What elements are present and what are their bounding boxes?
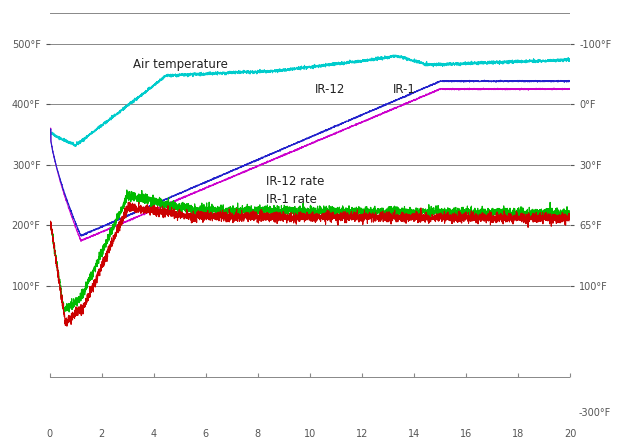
- Text: Air temperature: Air temperature: [133, 58, 228, 71]
- Text: -300°F: -300°F: [578, 408, 611, 418]
- Text: IR-1 rate: IR-1 rate: [266, 193, 317, 206]
- Text: IR-12: IR-12: [315, 83, 345, 96]
- Text: IR-12 rate: IR-12 rate: [266, 175, 324, 188]
- Text: IR-1: IR-1: [393, 83, 416, 96]
